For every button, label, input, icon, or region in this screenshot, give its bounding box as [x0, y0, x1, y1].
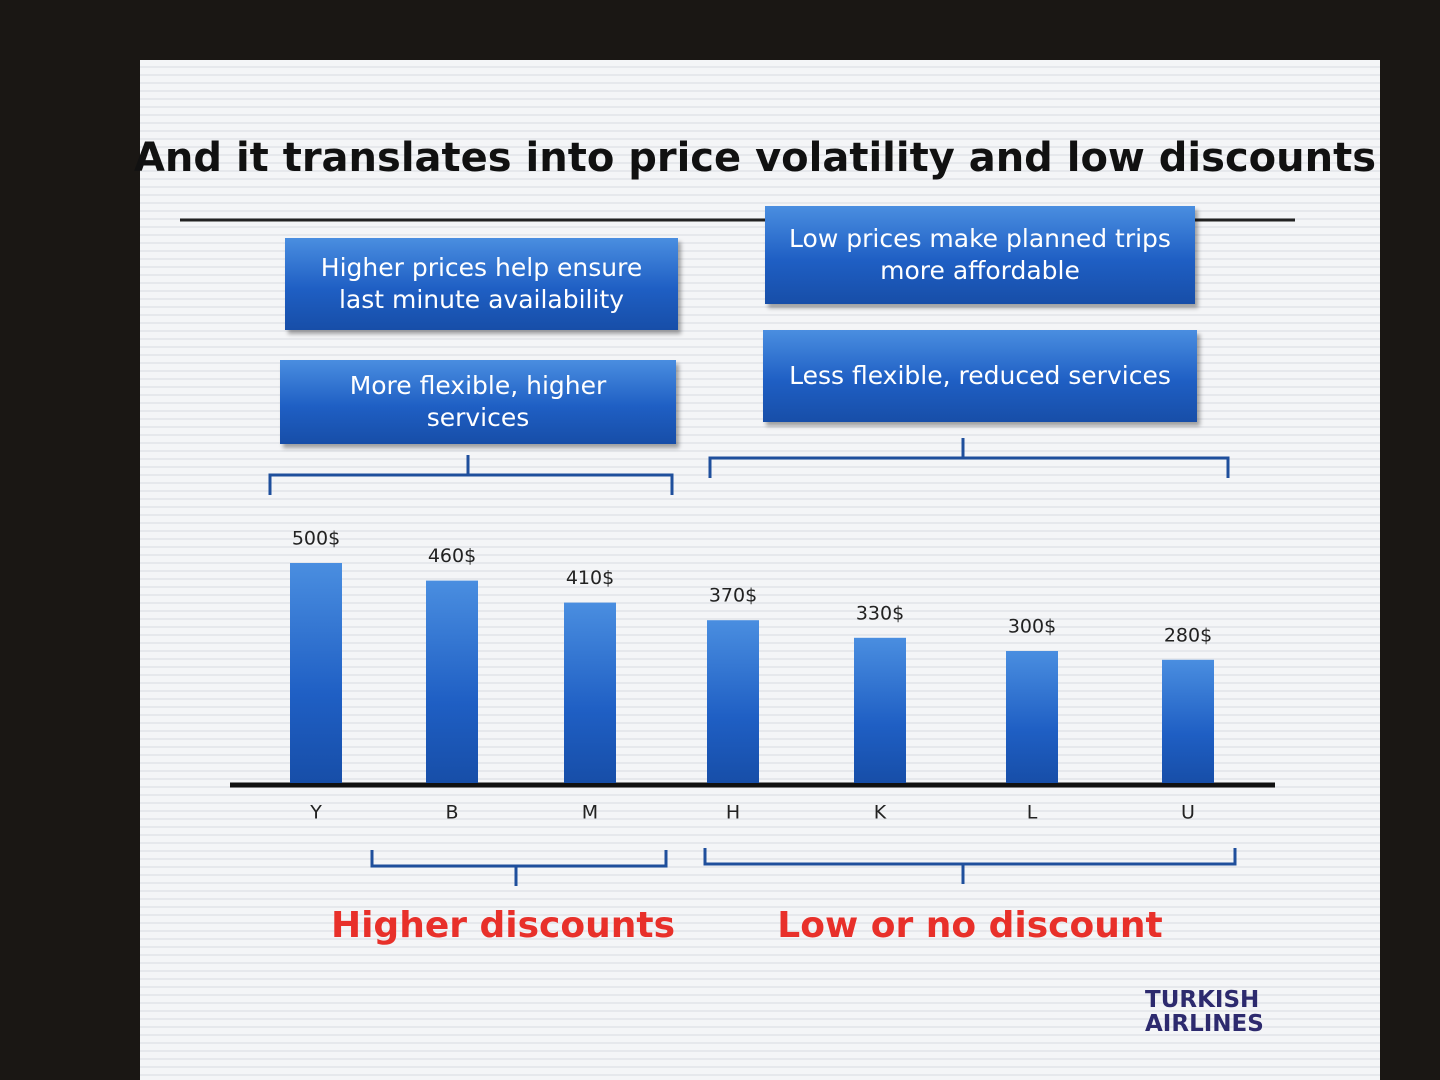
- bracket: [708, 438, 1230, 478]
- x-tick-label: U: [1181, 802, 1195, 824]
- bar: [564, 602, 616, 783]
- brackets: [268, 438, 1237, 886]
- logo: TURKISH AIRLINES: [1145, 988, 1264, 1036]
- bar: [1162, 659, 1214, 783]
- value-label: 330$: [856, 602, 904, 624]
- value-label: 460$: [428, 545, 476, 567]
- value-label: 410$: [566, 567, 614, 589]
- logo-line: TURKISH: [1145, 987, 1260, 1013]
- logo-line: AIRLINES: [1145, 1011, 1264, 1038]
- bar: [854, 637, 906, 783]
- annotation-box: Low prices make planned trips more affor…: [765, 206, 1195, 304]
- x-tick-label: B: [445, 802, 458, 824]
- x-tick-label: Y: [309, 802, 322, 824]
- bar: [290, 563, 342, 783]
- annotation-box: Higher prices help ensure last minute av…: [285, 238, 678, 330]
- bracket: [703, 848, 1237, 884]
- bracket: [268, 455, 674, 495]
- x-tick-label: K: [874, 802, 887, 824]
- value-label: 300$: [1008, 616, 1056, 638]
- annotation-label: Higher discounts: [330, 905, 676, 946]
- annotation-label: Low or no discount: [777, 905, 1163, 946]
- bar: [426, 580, 478, 783]
- x-tick-label: M: [582, 802, 598, 824]
- value-label: 500$: [292, 528, 340, 550]
- x-tick-label: H: [726, 802, 740, 824]
- annotation-box: More flexible, higher services: [280, 360, 676, 444]
- bar: [1006, 651, 1058, 783]
- annotation-box: Less flexible, reduced services: [763, 330, 1197, 422]
- bar: [707, 620, 759, 783]
- x-tick-label: L: [1027, 802, 1038, 824]
- bracket: [370, 850, 668, 886]
- chart-title: And it translates into price volatility …: [134, 135, 1376, 181]
- value-label: 280$: [1164, 624, 1212, 646]
- value-label: 370$: [709, 585, 757, 607]
